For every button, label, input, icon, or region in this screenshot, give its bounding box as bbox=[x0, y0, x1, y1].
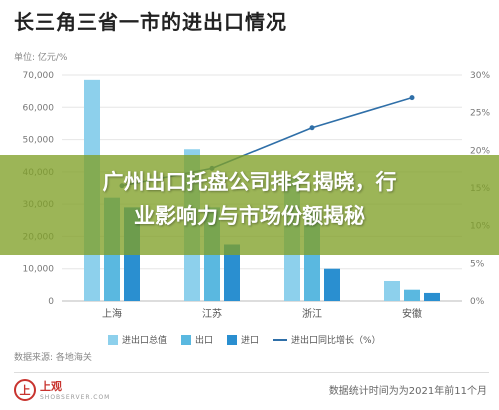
legend-label-export: 出口 bbox=[195, 336, 214, 346]
banner-line-2: 业影响力与市场份额揭秘 bbox=[134, 204, 365, 228]
data-source: 数据来源: 各地海关 bbox=[14, 353, 92, 363]
right-tick-label: 5% bbox=[470, 259, 485, 269]
banner-line-1: 广州出口托盘公司排名揭晓，行 bbox=[102, 170, 397, 194]
legend-item-total: 进出口总值 bbox=[108, 333, 167, 346]
left-tick-label: 50,000 bbox=[23, 136, 55, 146]
left-tick-label: 10,000 bbox=[23, 265, 55, 275]
legend: 进出口总值 出口 进口 进出口同比增长（%） bbox=[108, 333, 381, 346]
bar bbox=[404, 289, 420, 301]
footer-divider bbox=[14, 372, 489, 373]
bar bbox=[424, 292, 440, 301]
category-labels: 上海 江苏 浙江 安徽 bbox=[102, 307, 422, 320]
logo-words: 上观 SHOBSERVER.COM bbox=[40, 378, 110, 401]
right-tick-label: 0% bbox=[470, 297, 485, 307]
legend-item-growth: 进出口同比增长（%） bbox=[273, 333, 381, 346]
overlay-banner-text: 广州出口托盘公司排名揭晓，行 业影响力与市场份额揭秘 bbox=[0, 165, 499, 233]
logo-text: 上观 bbox=[40, 380, 62, 393]
legend-item-export: 出口 bbox=[181, 333, 213, 346]
left-axis-unit: 单位: 亿元/% bbox=[14, 53, 68, 63]
chart-title: 长三角三省一市的进出口情况 bbox=[14, 10, 287, 34]
category-label: 浙江 bbox=[302, 308, 322, 320]
left-tick-label: 0 bbox=[48, 297, 54, 307]
logo: 上 上观 SHOBSERVER.COM bbox=[14, 378, 110, 401]
category-label: 上海 bbox=[102, 307, 122, 320]
legend-label-growth: 进出口同比增长（%） bbox=[291, 336, 381, 346]
category-label: 安徽 bbox=[402, 307, 422, 320]
growth-point bbox=[309, 125, 315, 131]
left-tick-label: 70,000 bbox=[23, 71, 55, 81]
left-tick-label: 60,000 bbox=[23, 103, 55, 113]
right-tick-label: 30% bbox=[470, 71, 490, 81]
category-label: 江苏 bbox=[202, 307, 222, 320]
legend-swatch-import bbox=[227, 334, 238, 345]
legend-swatch-total bbox=[108, 334, 118, 345]
legend-label-total: 进出口总值 bbox=[122, 336, 168, 346]
bar bbox=[224, 244, 240, 301]
legend-swatch-growth bbox=[273, 338, 288, 341]
logo-subtext: SHOBSERVER.COM bbox=[40, 394, 111, 401]
legend-item-import: 进口 bbox=[227, 333, 259, 346]
right-tick-label: 25% bbox=[470, 109, 490, 119]
right-tick-label: 20% bbox=[470, 146, 490, 156]
legend-swatch-export bbox=[181, 334, 192, 345]
bar bbox=[384, 280, 400, 301]
logo-mark-icon: 上 bbox=[14, 378, 36, 401]
footer-date-note: 数据统计时间为为2021年前11个月 bbox=[328, 386, 487, 397]
legend-label-import: 进口 bbox=[241, 336, 260, 346]
overlay-banner bbox=[0, 155, 499, 255]
bar bbox=[324, 268, 340, 301]
growth-point bbox=[409, 95, 415, 101]
